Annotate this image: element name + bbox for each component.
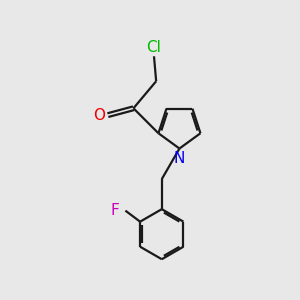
Text: Cl: Cl xyxy=(147,40,161,55)
Text: N: N xyxy=(174,151,185,166)
Text: F: F xyxy=(111,203,119,218)
Text: O: O xyxy=(93,108,105,123)
